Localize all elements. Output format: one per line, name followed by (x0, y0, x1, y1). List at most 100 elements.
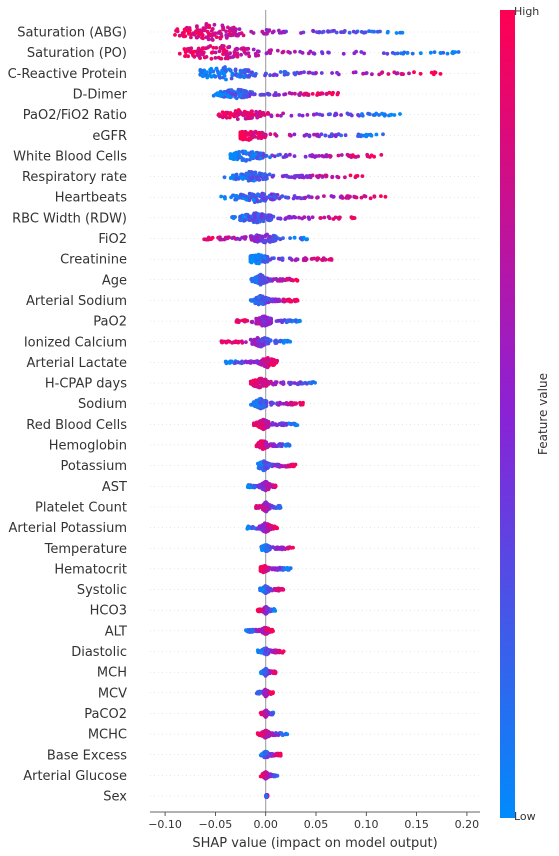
data-point (265, 750, 269, 754)
data-point (282, 50, 286, 54)
data-point (251, 136, 255, 140)
data-point (372, 113, 376, 117)
data-point (276, 464, 280, 468)
data-point (214, 56, 218, 60)
data-point (255, 276, 259, 280)
data-point (263, 711, 267, 715)
data-point (339, 196, 343, 200)
data-point (257, 296, 261, 300)
data-point (276, 217, 280, 221)
data-point (340, 153, 344, 157)
data-point (379, 194, 383, 198)
data-point (183, 54, 187, 58)
data-point (329, 257, 333, 261)
data-point (339, 113, 343, 117)
data-point (283, 339, 287, 343)
data-point (266, 487, 270, 491)
data-point (261, 177, 265, 181)
data-point (264, 612, 268, 616)
data-point (254, 301, 258, 305)
data-point (390, 113, 394, 117)
data-point (205, 70, 209, 74)
data-point (344, 196, 348, 200)
data-point (305, 237, 309, 241)
data-point (331, 195, 335, 199)
data-point (261, 340, 265, 344)
data-point (277, 588, 281, 592)
data-point (270, 358, 274, 362)
data-point (262, 380, 266, 384)
data-point (267, 214, 271, 218)
data-point (306, 113, 310, 117)
data-point (218, 71, 222, 75)
data-point (258, 386, 262, 390)
data-point (252, 255, 256, 259)
data-point (251, 629, 255, 633)
data-point (387, 72, 391, 76)
data-point (201, 73, 205, 77)
data-point (433, 50, 437, 54)
data-point (262, 153, 266, 157)
data-point (354, 50, 358, 54)
data-point (307, 216, 311, 220)
data-point (293, 194, 297, 198)
data-point (277, 197, 281, 201)
data-point (328, 155, 332, 159)
data-point (239, 134, 243, 138)
data-point (360, 30, 364, 34)
data-point (257, 404, 261, 408)
data-point (198, 55, 202, 59)
data-point (201, 53, 205, 57)
data-point (286, 50, 290, 54)
data-point (216, 236, 220, 240)
data-point (270, 197, 274, 201)
data-point (377, 73, 381, 77)
data-point (207, 31, 211, 35)
data-point (293, 50, 297, 54)
data-point (207, 38, 211, 42)
data-point (257, 261, 261, 265)
data-point (265, 337, 269, 341)
data-point (318, 30, 322, 34)
data-point (342, 52, 346, 56)
data-point (227, 45, 231, 49)
data-point (270, 114, 274, 118)
data-point (270, 192, 274, 196)
data-point (271, 421, 275, 425)
data-point (249, 92, 253, 96)
data-point (196, 50, 200, 54)
data-point (286, 443, 290, 447)
data-point (235, 320, 239, 324)
data-point (214, 67, 218, 71)
data-point (213, 32, 217, 36)
data-point (396, 52, 400, 56)
data-point (264, 547, 268, 551)
data-point (256, 609, 260, 613)
data-point (265, 667, 269, 671)
data-point (266, 111, 270, 115)
data-point (239, 137, 243, 141)
data-point (251, 150, 255, 154)
data-point (218, 49, 222, 53)
data-point (231, 55, 235, 59)
data-point (320, 113, 324, 117)
data-point (287, 298, 291, 302)
data-point (299, 237, 303, 241)
data-point (247, 198, 251, 202)
data-point (335, 31, 339, 35)
data-point (262, 399, 266, 403)
data-point (195, 36, 199, 40)
data-point (274, 733, 278, 737)
data-point (334, 216, 338, 220)
data-point (324, 134, 328, 138)
data-point (288, 277, 292, 281)
data-point (276, 568, 280, 572)
data-point (254, 110, 258, 114)
data-point (321, 175, 325, 179)
data-point (269, 403, 273, 407)
data-point (356, 113, 360, 117)
data-point (245, 176, 249, 180)
data-point (219, 46, 223, 50)
data-point (290, 114, 294, 118)
